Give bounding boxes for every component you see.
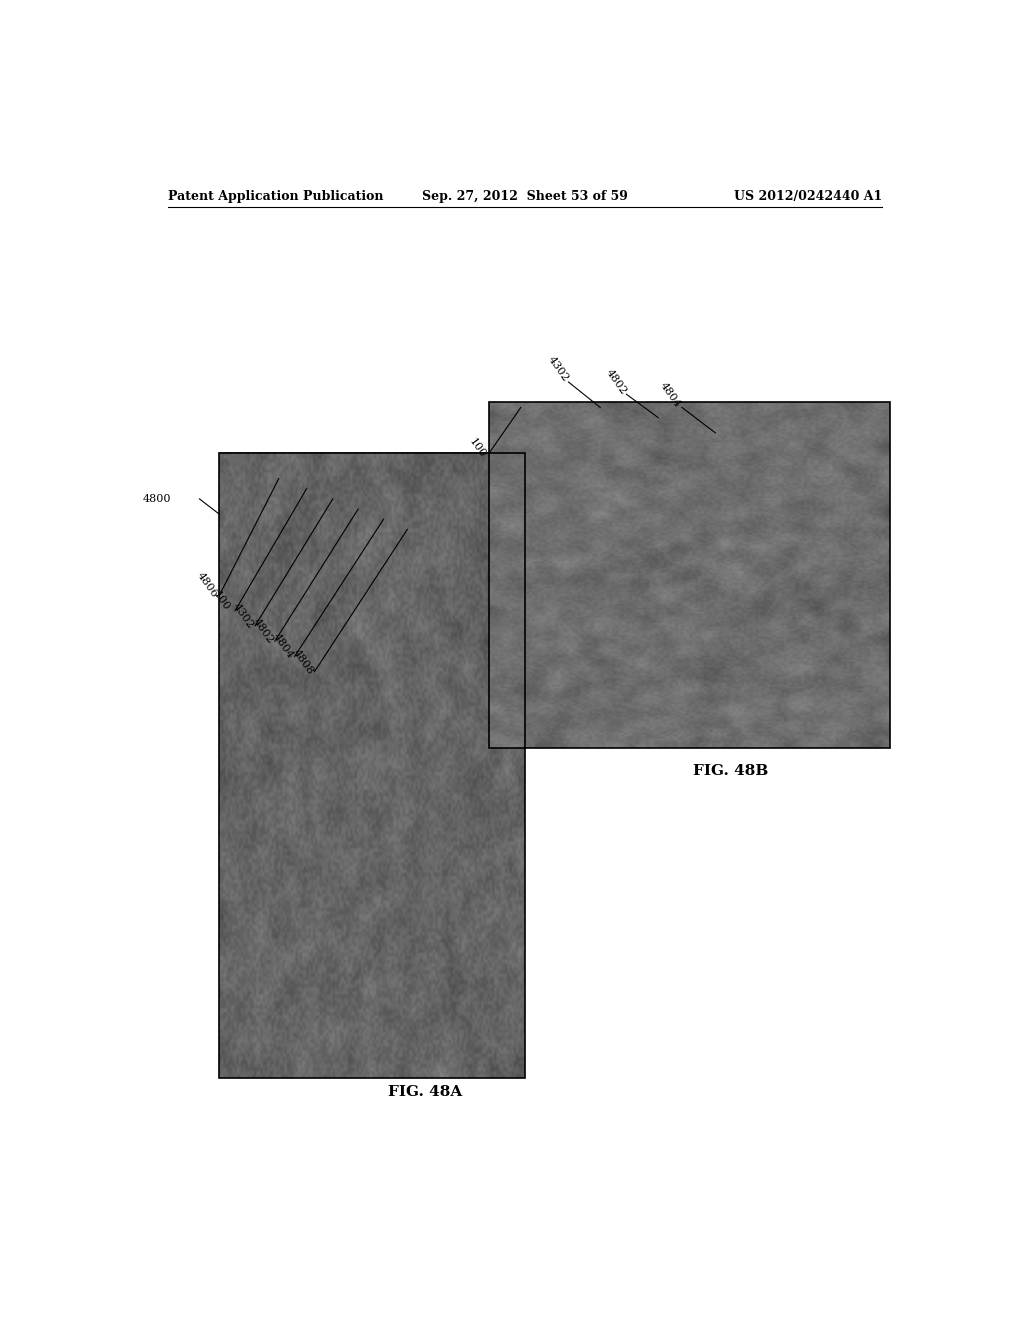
Text: 4802: 4802 xyxy=(604,367,629,396)
Text: Patent Application Publication: Patent Application Publication xyxy=(168,190,383,203)
Text: 4806: 4806 xyxy=(196,570,220,599)
Text: 4800: 4800 xyxy=(143,494,172,504)
Text: 4808: 4808 xyxy=(291,647,315,676)
Text: 4804: 4804 xyxy=(270,632,295,661)
Bar xyxy=(489,403,890,748)
Bar xyxy=(219,453,524,1078)
Text: Sep. 27, 2012  Sheet 53 of 59: Sep. 27, 2012 Sheet 53 of 59 xyxy=(422,190,628,203)
Text: 4302: 4302 xyxy=(231,601,256,631)
Text: 4302: 4302 xyxy=(546,354,570,383)
Text: 100: 100 xyxy=(211,589,231,612)
Text: 4804: 4804 xyxy=(658,380,683,409)
Text: FIG. 48B: FIG. 48B xyxy=(693,764,769,779)
Text: 100: 100 xyxy=(467,437,487,459)
Text: US 2012/0242440 A1: US 2012/0242440 A1 xyxy=(733,190,882,203)
Text: FIG. 48A: FIG. 48A xyxy=(388,1085,463,1098)
Text: 4802: 4802 xyxy=(251,616,275,645)
